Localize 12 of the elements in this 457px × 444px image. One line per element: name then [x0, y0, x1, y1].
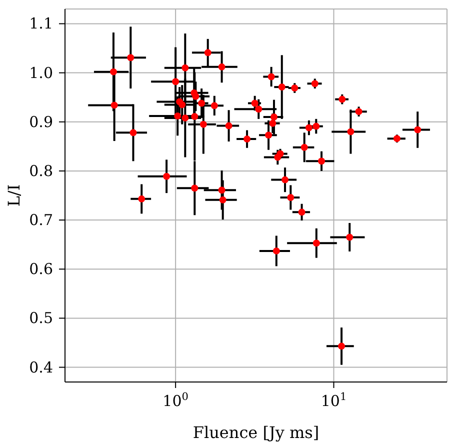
y-tick-label: 1.1 [29, 14, 53, 33]
y-tick-label: 0.9 [29, 112, 53, 131]
x-tick-label: 10$^{0}$ [162, 391, 188, 410]
y-tick-label: 0.5 [29, 309, 53, 328]
y-tick-label: 1.0 [29, 64, 53, 82]
y-tick-label: 0.4 [29, 358, 53, 376]
x-tick-label: 10$^{1}$ [320, 391, 347, 410]
y-tick-label: 0.6 [29, 260, 53, 278]
y-axis-title: L/I [4, 184, 24, 207]
y-tick-label: 0.7 [29, 211, 53, 230]
y-tick-label: 0.8 [29, 162, 53, 180]
x-axis-title: Fluence [Jy ms] [192, 423, 320, 442]
